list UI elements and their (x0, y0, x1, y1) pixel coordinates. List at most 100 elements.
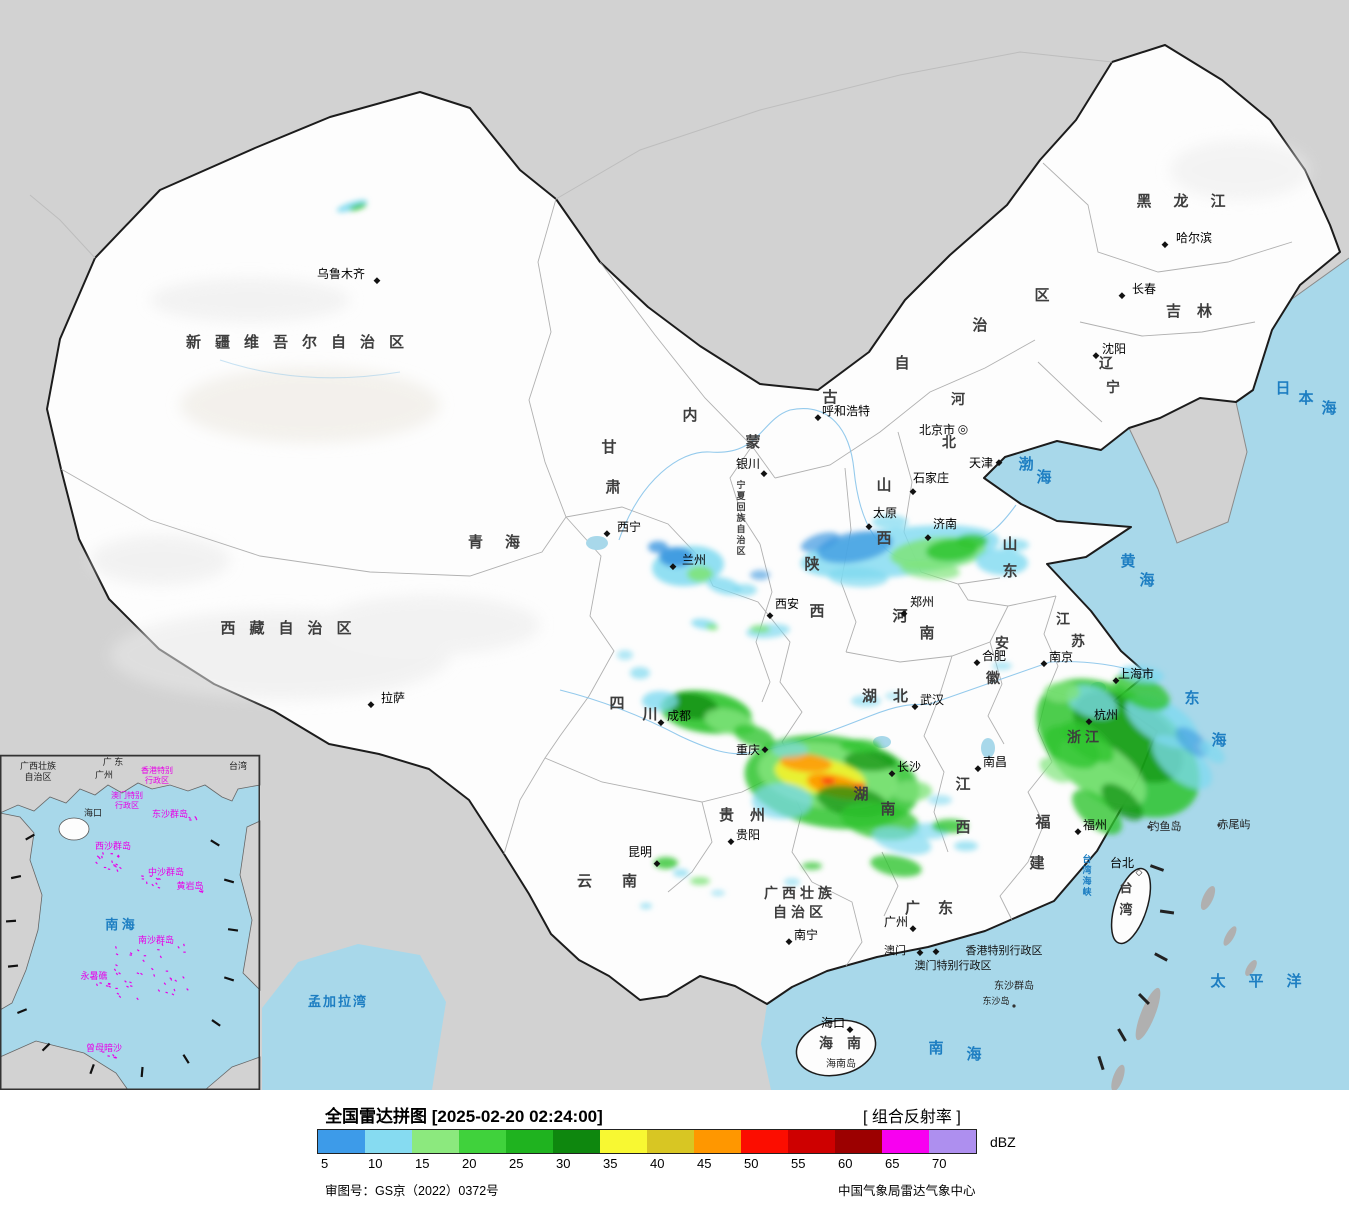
radar-echo (659, 547, 693, 567)
inset-label: 海口 (84, 807, 102, 818)
city-label: 哈尔滨 (1176, 230, 1212, 245)
inset-label: 香港特别 (141, 765, 173, 775)
city-marker: ◆ (912, 701, 919, 711)
legend-color-block (647, 1130, 694, 1153)
city-marker: ◆ (933, 946, 940, 956)
island-mark (159, 955, 162, 959)
island-mark (163, 982, 167, 986)
hainan-inset (58, 817, 90, 841)
city-label: 合肥 (982, 648, 1006, 663)
province-label: 甘 (601, 438, 616, 456)
city-label: 兰州 (682, 553, 706, 567)
legend-value: 40 (650, 1156, 665, 1171)
city-marker: ◎ (958, 422, 968, 436)
city-label: 上海市 (1118, 666, 1154, 681)
province-label: 湾 (1119, 902, 1132, 917)
island-mark (183, 951, 186, 953)
city-marker: ◆ (910, 923, 917, 933)
legend-color-block (882, 1130, 929, 1153)
inset-label: 南 海 (105, 917, 135, 932)
radar-echo (802, 862, 822, 870)
city-marker: ◆ (728, 836, 735, 846)
island-mark (171, 993, 175, 996)
nine-dash (10, 874, 22, 880)
province-label: 西 (809, 603, 824, 620)
province-label: 徽 (985, 670, 1001, 686)
city-label: 石家庄 (913, 470, 949, 485)
legend-value: 15 (415, 1156, 430, 1171)
sar-label: 澳门 (884, 943, 906, 957)
radar-echo (821, 778, 835, 784)
island-mark (142, 959, 145, 963)
sea-label: 日 (1275, 380, 1290, 397)
city-label: 南昌 (983, 754, 1007, 769)
island-mark (110, 853, 113, 855)
city-marker: ◆ (1093, 350, 1100, 360)
city-marker: ◆ (1113, 675, 1120, 685)
radar-echo (772, 742, 808, 758)
province-label: 建 (1029, 854, 1045, 872)
radar-echo (784, 878, 800, 886)
radar-echo (711, 890, 725, 896)
province-label: 湖北 (862, 688, 924, 705)
sar-label: 香港特别行政区 (966, 943, 1043, 957)
city-label: 福州 (1083, 817, 1107, 832)
sea-label: 海 (1321, 399, 1336, 417)
inset-label: 广州 (95, 769, 113, 780)
province-label: 云南 (577, 872, 667, 890)
province-label: 回 (736, 502, 745, 512)
nine-dash-line (5, 833, 239, 1078)
product-label: [ 组合反射率 ] (863, 1109, 961, 1126)
sea-label: 海 (1036, 468, 1051, 486)
radar-echo (733, 584, 757, 596)
city-marker: ◆ (374, 275, 381, 285)
legend-value: 35 (603, 1156, 618, 1171)
radar-echo (750, 570, 770, 580)
island-mark (117, 854, 120, 858)
city-label: 济南 (933, 516, 957, 531)
island-mark (143, 955, 147, 957)
island-mark (114, 946, 117, 949)
nine-dash-line-east (1097, 864, 1175, 1071)
offshore-island (1111, 1064, 1125, 1090)
radar-echo (1101, 783, 1143, 821)
island-mark (113, 968, 117, 972)
city-marker: ◆ (925, 532, 932, 542)
radar-echo (828, 566, 888, 588)
legend-color-block (412, 1130, 459, 1153)
nine-dash (41, 1042, 51, 1052)
province-label: 古 (822, 388, 837, 406)
radar-echo (892, 781, 932, 801)
city-label: 长春 (1132, 282, 1156, 296)
province-label: 川 (641, 706, 657, 723)
city-marker: ◆ (368, 699, 375, 709)
province-label: 西 (876, 530, 891, 547)
island-mark (174, 979, 178, 982)
city-label: 北京市 (919, 422, 955, 437)
island-label: 赤尾屿 (1218, 818, 1251, 831)
city-marker: ◆ (762, 744, 769, 754)
radar-echo-layer (336, 199, 1225, 909)
sea-label: 海 (966, 1045, 981, 1063)
island-mark (189, 819, 192, 821)
island-mark (115, 972, 119, 976)
city-label: 太原 (873, 505, 897, 520)
sea-label: 峡 (1082, 886, 1092, 897)
island-mark (149, 875, 153, 877)
sar-label: 澳门特别行政区 (915, 958, 992, 972)
radar-echo (1114, 673, 1170, 711)
legend-value: 10 (368, 1156, 383, 1171)
sea-label: 东 (1184, 689, 1199, 707)
island-mark (195, 817, 198, 821)
nine-dash (210, 839, 220, 847)
province-label: 河 (892, 607, 907, 625)
city-marker: ◆ (786, 936, 793, 946)
province-label: 广西壮族 (764, 885, 836, 901)
province-label: 区 (1034, 287, 1049, 304)
legend-color-block (835, 1130, 882, 1153)
nine-dash (7, 964, 19, 968)
province-label: 吉林 (1166, 302, 1228, 320)
city-marker: ◆ (1119, 290, 1126, 300)
province-label: 北 (942, 434, 956, 450)
